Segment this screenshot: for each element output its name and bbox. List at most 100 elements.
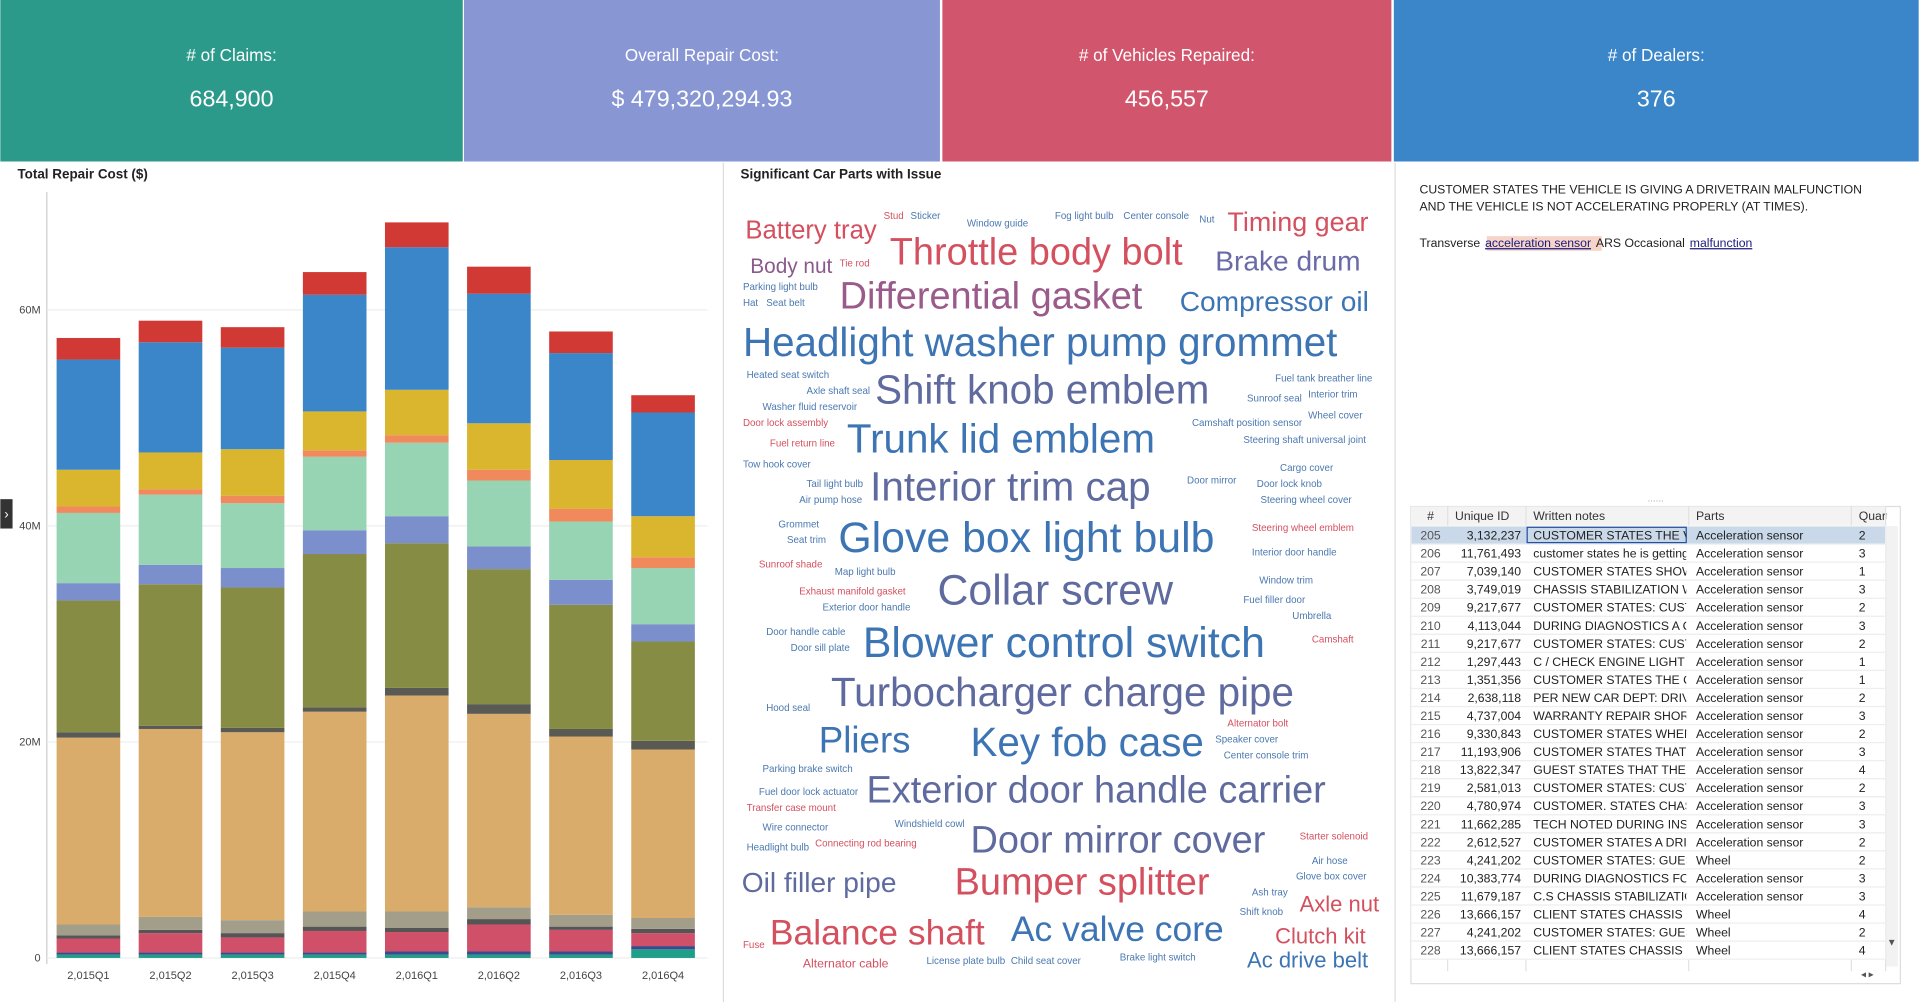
word: Transfer case mount (747, 803, 836, 814)
table-cell: CUSTOMER STATES THE VE (1533, 529, 1699, 543)
bar-segment (467, 423, 531, 470)
table-cell: Acceleration sensor (1696, 745, 1803, 759)
table-cell: 209 (1420, 601, 1441, 615)
word: Exterior door handle carrier (867, 770, 1326, 812)
table-cell: 2 (1859, 691, 1866, 705)
table-cell: Acceleration sensor (1696, 529, 1803, 543)
bar-segment (302, 930, 367, 953)
bar-segment (467, 954, 531, 958)
bar-segment (467, 546, 531, 570)
bar-segment (631, 412, 695, 517)
bar-segment (549, 736, 613, 915)
bar-segment (549, 604, 613, 729)
scroll-down[interactable]: ▼ (1887, 938, 1897, 949)
bar-segment (302, 530, 367, 554)
word: Center console (1123, 211, 1189, 222)
table-cell: 228 (1420, 944, 1441, 958)
table-cell: 2 (1859, 853, 1866, 867)
word: Balance shaft (770, 912, 985, 952)
table-cell: 4 (1859, 944, 1866, 958)
bar-segment (631, 917, 695, 929)
table-cell: Acceleration sensor (1696, 763, 1803, 777)
note-line: CUSTOMER STATES THE VEHICLE IS GIVING A … (1420, 182, 1862, 196)
bar-segment (467, 907, 531, 920)
bar-segment (220, 732, 285, 921)
bar-segment (302, 450, 367, 457)
word: Interior door handle (1252, 547, 1337, 558)
resize-handle[interactable]: ...... (1647, 494, 1663, 505)
tagged-note: Transverse acceleration sensor ARS Occasio… (1420, 236, 1753, 250)
word: Ash tray (1252, 888, 1288, 899)
kpi-card (1393, 0, 1919, 162)
word: Air pump hose (799, 495, 862, 506)
table-cell: Acceleration sensor (1696, 619, 1803, 633)
bar-segment (467, 569, 531, 705)
table-cell: 219 (1420, 781, 1441, 795)
bar-segment (56, 512, 121, 584)
table-cell: 2 (1859, 926, 1866, 940)
bar-segment (549, 353, 613, 461)
word: Heated seat switch (747, 370, 830, 381)
table-cell: Acceleration sensor (1696, 781, 1803, 795)
bar-segment (631, 395, 695, 413)
x-tick-label: 2,015Q2 (149, 970, 191, 982)
word: Camshaft (1312, 634, 1354, 645)
word: Turbocharger charge pipe (831, 669, 1294, 715)
bar-segment (220, 952, 285, 955)
kpi-card (942, 0, 1392, 162)
word: Ac valve core (1011, 909, 1224, 949)
kpi-card (0, 0, 463, 162)
scrollbar[interactable] (1885, 526, 1898, 967)
word: Door lock knob (1257, 479, 1323, 490)
word: Interior trim cap (870, 463, 1150, 509)
kpi-label: # of Dealers: (1608, 46, 1705, 65)
word: Steering wheel emblem (1252, 523, 1354, 534)
bar-segment (467, 713, 531, 908)
word: Door mirror (1187, 475, 1237, 486)
chart-title: Total Repair Cost ($) (17, 167, 147, 182)
table-cell: 207 (1420, 565, 1441, 579)
bar-segment (467, 924, 531, 952)
kpi-card (464, 0, 940, 162)
bar-segment (138, 954, 203, 958)
table-cell: 205 (1420, 529, 1441, 543)
word: Camshaft position sensor (1192, 418, 1303, 429)
table-cell: 2,581,013 (1467, 781, 1522, 795)
bar-segment (467, 480, 531, 547)
word: Door sill plate (791, 643, 850, 654)
table-cell: 3 (1859, 619, 1866, 633)
word: Tow hook cover (743, 459, 812, 470)
table-cell: 1 (1859, 655, 1866, 669)
side-toggle[interactable] (0, 499, 13, 529)
word: Tie rod (840, 259, 870, 270)
table-cell: 223 (1420, 853, 1441, 867)
table-cell: Acceleration sensor (1696, 709, 1803, 723)
word: Windshield cowl (895, 819, 965, 830)
table-cell: 215 (1420, 709, 1441, 723)
table-cell: C.S CHASSIS STABILIZATIO (1533, 889, 1693, 903)
bar-segment (138, 342, 203, 453)
bar-segment (549, 331, 613, 354)
table-cell: 13,822,347 (1460, 763, 1521, 777)
table-cell: 3 (1859, 583, 1866, 597)
word: Seat trim (787, 535, 826, 546)
scroll-left-right[interactable]: ◂ ▸ (1861, 970, 1874, 981)
word: Fuel return line (770, 439, 835, 450)
column-header: Quart (1859, 509, 1890, 523)
table-cell: 4 (1859, 763, 1866, 777)
bar-segment (384, 911, 449, 928)
word: Throttle body bolt (890, 231, 1183, 273)
table: # Unique ID Written notes Parts Quart 205 3,13… (1410, 506, 1890, 972)
table-cell: Acceleration sensor (1696, 673, 1803, 687)
word: Body nut (750, 255, 832, 278)
bar-segment (56, 506, 121, 513)
bar-segment (549, 929, 613, 952)
bar-segment (549, 728, 613, 737)
x-tick-label: 2,016Q3 (560, 970, 602, 982)
table-cell: CUSTOMER STATES: CUSTO (1533, 637, 1701, 651)
word: Air hose (1312, 856, 1348, 867)
bar-segment (56, 935, 121, 939)
table-cell: CUSTOMER STATES THE CH (1533, 673, 1700, 687)
table-cell: CUSTOMER STATES SHOWIN (1533, 565, 1705, 579)
kpi-value: 376 (1637, 85, 1676, 111)
